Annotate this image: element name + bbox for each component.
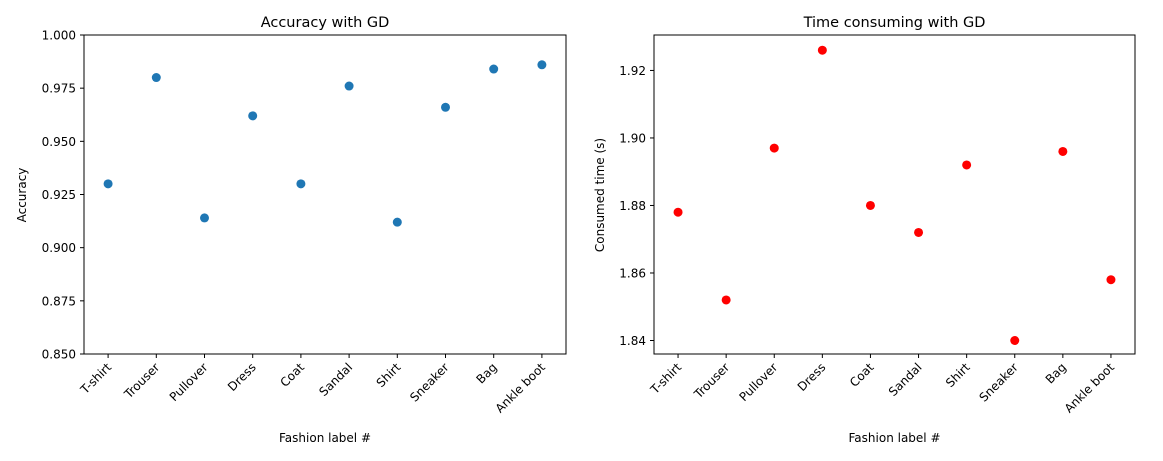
plot-frame [653,34,1136,355]
x-tick-label: T-shirt [77,360,114,397]
y-tick-label: 0.950 [42,135,76,149]
data-point [865,200,875,210]
data-point [1106,275,1116,285]
x-tick-label: Dress [225,360,259,394]
x-tick-label: Ankle boot [493,360,549,416]
data-point [344,81,354,91]
y-tick-label: 0.850 [42,348,76,362]
x-tick-label: Shirt [943,360,973,390]
x-tick-label: Trouser [121,360,163,402]
x-tick-label: Sandal [316,360,355,399]
x-tick-label: Ankle boot [1062,360,1118,416]
y-tick-label: 1.88 [619,199,646,213]
data-point [1010,335,1020,345]
data-point [914,227,924,237]
y-tick-label: 0.875 [42,294,76,308]
y-tick-label: 0.925 [42,188,76,202]
y-tick-label: 1.86 [619,266,646,280]
data-point [962,160,972,170]
accuracy-chart: Accuracy with GD Fashion label # Accurac… [15,15,567,445]
x-tick-label: Coat [277,360,307,390]
y-tick-label: 1.90 [619,131,646,145]
data-point [248,111,258,121]
x-tick-label: Sneaker [407,360,451,404]
data-point [392,217,402,227]
data-point [817,45,827,55]
x-tick-label: Pullover [736,360,780,404]
x-tick-label: Pullover [167,360,211,404]
y-tick-label: 0.900 [42,241,76,255]
data-point [441,102,450,112]
time-chart: Time consuming with GD Fashion label # C… [593,15,1136,445]
y-tick-label: 1.84 [619,334,646,348]
data-point [103,179,113,189]
x-tick-label: Bag [474,360,500,386]
data-point [721,295,731,305]
data-point [200,213,209,223]
data-point [1058,146,1068,156]
plot-frame [83,34,567,355]
chart-title: Accuracy with GD [261,15,390,31]
x-axis-label: Fashion label # [849,431,941,445]
y-tick-label: 0.975 [42,82,76,96]
data-point [151,73,161,83]
x-tick-label: Dress [795,360,829,394]
data-point [537,60,547,70]
chart-title: Time consuming with GD [803,15,986,31]
data-point [296,179,306,189]
y-axis-label: Accuracy [15,168,29,223]
y-tick-label: 1.000 [42,29,76,43]
x-tick-label: Sandal [886,360,925,399]
y-axis-label: Consumed time (s) [593,138,607,252]
x-axis-label: Fashion label # [279,431,371,445]
x-tick-label: Trouser [691,360,733,402]
x-tick-label: Coat [847,360,877,390]
x-tick-label: T-shirt [647,360,684,397]
data-point [769,143,779,153]
x-tick-label: Sneaker [976,360,1020,404]
x-tick-label: Shirt [374,360,404,390]
x-tick-label: Bag [1043,360,1069,386]
data-point [673,207,683,217]
y-tick-label: 1.92 [619,64,646,78]
data-point [489,64,499,74]
